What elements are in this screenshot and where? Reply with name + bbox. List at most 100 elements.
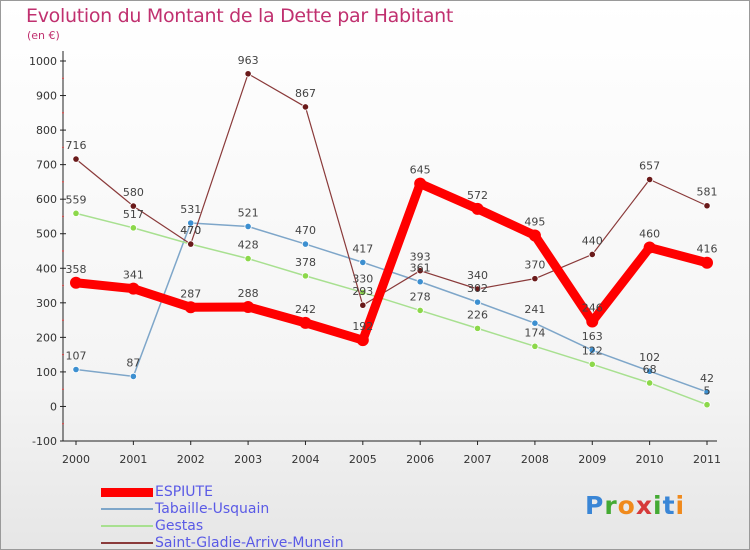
y-minor-tick xyxy=(62,77,64,80)
data-point xyxy=(416,306,424,315)
data-point xyxy=(701,256,713,269)
data-point xyxy=(242,300,255,313)
x-tick-label: 2009 xyxy=(578,453,606,466)
data-point xyxy=(184,301,197,314)
data-point xyxy=(588,360,596,368)
data-point xyxy=(416,267,424,275)
data-point xyxy=(646,175,654,184)
data-label: 716 xyxy=(66,139,87,152)
data-point xyxy=(586,315,599,328)
y-minor-tick xyxy=(62,284,64,287)
data-label: 559 xyxy=(66,193,87,206)
x-tick-label: 2008 xyxy=(521,453,549,466)
data-point xyxy=(129,372,137,380)
data-label: 417 xyxy=(352,242,373,255)
data-point xyxy=(414,177,427,190)
data-point xyxy=(588,346,596,354)
data-label: 288 xyxy=(238,287,259,300)
y-tick-label: 700 xyxy=(36,159,57,172)
data-label: 416 xyxy=(697,243,718,256)
data-label: 470 xyxy=(180,224,201,237)
x-tick-label: 2005 xyxy=(349,453,377,466)
y-tick-label: 900 xyxy=(36,90,57,103)
data-label: 278 xyxy=(410,290,431,303)
data-point xyxy=(129,202,137,210)
legend-swatch xyxy=(101,508,153,510)
data-point xyxy=(646,379,654,387)
data-point xyxy=(299,316,312,329)
y-tick-label: 800 xyxy=(36,124,57,137)
data-point xyxy=(643,241,656,254)
data-label: 531 xyxy=(180,203,201,216)
data-label: 470 xyxy=(295,224,316,237)
y-minor-tick xyxy=(62,181,64,183)
y-tick-label: 300 xyxy=(36,297,57,310)
data-point xyxy=(359,301,367,309)
legend-swatch xyxy=(101,525,153,527)
series-line-tabaille-usquain xyxy=(75,222,708,393)
data-label: 645 xyxy=(410,164,431,177)
data-label: 293 xyxy=(352,285,373,298)
data-point xyxy=(301,103,310,111)
x-tick-label: 2007 xyxy=(464,453,492,466)
data-label: 470 xyxy=(180,224,201,237)
data-label: 378 xyxy=(295,256,316,269)
series-line-espiute xyxy=(71,179,712,345)
legend-label: Gestas xyxy=(155,518,204,534)
data-point xyxy=(72,365,80,374)
y-tick-label: 500 xyxy=(36,228,57,241)
data-label: 241 xyxy=(524,303,545,316)
y-minor-tick xyxy=(62,111,64,114)
data-label: 580 xyxy=(123,186,144,199)
y-minor-tick xyxy=(62,146,64,149)
data-point xyxy=(72,155,80,163)
data-label: 657 xyxy=(639,159,660,172)
y-minor-tick xyxy=(62,422,64,425)
legend-label: Saint-Gladie-Arrive-Munein xyxy=(155,535,344,550)
y-tick-label: 200 xyxy=(36,331,57,344)
legend-label: Tabaille-Usquain xyxy=(155,501,270,517)
y-minor-tick xyxy=(62,215,64,218)
data-label: 42 xyxy=(700,372,714,385)
legend-label: ESPIUTE xyxy=(155,484,213,500)
brand-logo: Proxiti xyxy=(585,491,685,520)
data-label: 226 xyxy=(467,308,488,321)
data-label: 393 xyxy=(410,251,431,264)
data-point xyxy=(471,202,484,215)
data-label: 242 xyxy=(295,303,316,316)
y-tick-label: 400 xyxy=(36,262,57,275)
logo-letter: o xyxy=(617,491,636,520)
data-label: 174 xyxy=(524,326,545,339)
legend-swatch xyxy=(101,488,153,497)
data-label: 495 xyxy=(524,215,545,228)
data-point xyxy=(187,240,195,248)
data-point xyxy=(531,342,539,350)
data-point xyxy=(72,209,80,217)
data-point xyxy=(473,298,482,306)
chart-subtitle: (en €) xyxy=(27,29,60,42)
data-label: 87 xyxy=(126,356,140,369)
data-point xyxy=(356,334,369,347)
data-point xyxy=(187,219,195,227)
y-minor-tick xyxy=(62,388,64,391)
series-line-saint-gladie-arrive-munein xyxy=(75,73,708,306)
data-label: 122 xyxy=(582,344,603,357)
data-label: 358 xyxy=(66,263,87,276)
data-point xyxy=(244,222,252,231)
data-point xyxy=(531,319,539,327)
data-label: 107 xyxy=(66,349,87,362)
data-point xyxy=(244,70,252,78)
y-minor-tick xyxy=(62,250,64,252)
x-tick-label: 2003 xyxy=(234,453,262,466)
data-label: 287 xyxy=(180,287,201,300)
data-point xyxy=(588,250,596,259)
y-minor-tick xyxy=(62,319,64,321)
data-point xyxy=(301,240,310,248)
data-point xyxy=(127,282,140,295)
series-line-gestas xyxy=(75,212,708,406)
data-label: 361 xyxy=(410,262,431,275)
x-tick-label: 2006 xyxy=(406,453,434,466)
data-label: 867 xyxy=(295,87,316,100)
